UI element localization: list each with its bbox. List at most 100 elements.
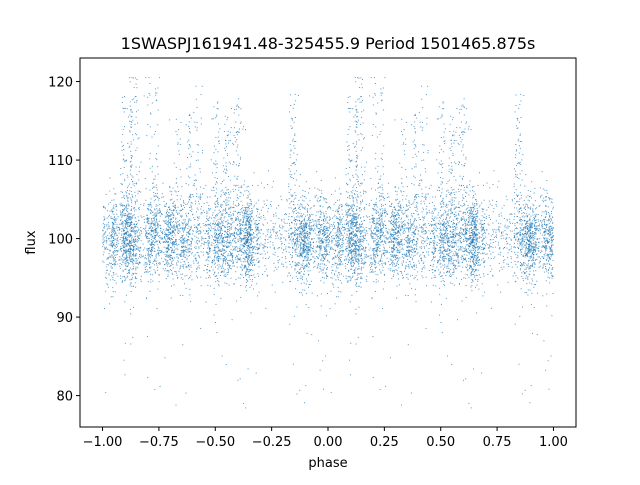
data-point: [541, 234, 543, 236]
data-point: [345, 249, 347, 251]
data-point: [300, 234, 302, 235]
data-point: [463, 250, 465, 252]
data-point: [529, 248, 530, 250]
data-point: [390, 259, 392, 261]
data-point: [361, 248, 363, 249]
data-point: [376, 204, 377, 206]
data-point: [298, 241, 300, 243]
data-point: [318, 234, 320, 236]
data-point: [137, 192, 139, 194]
data-point: [225, 172, 227, 174]
data-point: [139, 235, 141, 237]
data-point: [391, 203, 393, 205]
data-point: [552, 236, 554, 238]
data-point: [108, 253, 110, 255]
data-point: [366, 161, 367, 163]
data-point: [132, 250, 134, 251]
data-point: [361, 230, 363, 232]
data-point: [257, 228, 259, 230]
data-point: [135, 230, 137, 232]
data-point: [465, 156, 467, 158]
data-point: [338, 258, 340, 260]
data-point: [152, 222, 154, 224]
data-point: [228, 134, 230, 136]
data-point: [453, 222, 455, 224]
data-point: [184, 256, 186, 258]
data-point: [543, 264, 545, 266]
data-point: [123, 241, 125, 243]
data-point: [293, 145, 295, 147]
data-point: [216, 108, 218, 109]
data-point: [180, 240, 181, 241]
data-point: [433, 256, 435, 258]
data-point: [346, 212, 348, 214]
data-point: [460, 228, 462, 229]
data-point: [391, 227, 393, 229]
data-point: [173, 243, 175, 245]
data-point: [225, 245, 227, 247]
data-point: [325, 315, 327, 317]
data-point: [520, 184, 521, 186]
data-point: [347, 205, 349, 207]
data-point: [545, 259, 547, 261]
data-point: [520, 248, 522, 250]
data-point: [394, 266, 396, 267]
data-point: [307, 235, 309, 237]
data-point: [165, 202, 167, 204]
data-point: [398, 210, 399, 212]
data-point: [527, 263, 529, 265]
data-point: [215, 266, 216, 268]
data-point: [186, 247, 188, 248]
data-point: [415, 206, 417, 208]
data-point: [518, 178, 520, 179]
data-point: [121, 228, 123, 230]
data-point: [238, 163, 240, 164]
data-point: [460, 238, 462, 239]
data-point: [434, 250, 436, 252]
data-point: [210, 247, 212, 249]
data-point: [134, 77, 136, 79]
data-point: [327, 260, 329, 262]
data-point: [166, 255, 168, 257]
data-point: [350, 220, 352, 222]
data-point: [463, 107, 465, 109]
data-point: [135, 101, 137, 103]
data-point: [227, 241, 229, 243]
data-point: [223, 200, 225, 202]
data-point: [130, 143, 132, 145]
data-point: [241, 270, 243, 272]
data-point: [362, 226, 364, 228]
data-point: [373, 241, 375, 243]
data-point: [446, 271, 448, 273]
data-point: [407, 264, 409, 266]
data-point: [238, 165, 240, 166]
data-point: [407, 209, 409, 210]
data-point: [361, 87, 363, 89]
data-point: [484, 247, 486, 249]
data-point: [361, 134, 363, 136]
data-point: [451, 236, 453, 238]
data-point: [302, 199, 304, 201]
data-point: [344, 259, 346, 261]
data-point: [304, 222, 306, 224]
data-point: [105, 248, 107, 250]
data-point: [131, 208, 132, 210]
data-point: [393, 218, 395, 220]
data-point: [214, 230, 216, 232]
data-point: [216, 188, 218, 190]
data-point: [157, 223, 159, 225]
data-point: [347, 133, 349, 135]
data-point: [543, 340, 545, 342]
data-point: [461, 228, 463, 230]
data-point: [533, 307, 535, 308]
data-point: [187, 175, 189, 177]
data-point: [350, 160, 352, 162]
data-point: [452, 153, 454, 155]
data-point: [233, 191, 235, 192]
data-point: [186, 248, 188, 250]
data-point: [456, 127, 458, 129]
data-point: [357, 196, 359, 198]
data-point: [408, 201, 410, 203]
data-point: [530, 190, 532, 192]
data-point: [132, 119, 134, 121]
